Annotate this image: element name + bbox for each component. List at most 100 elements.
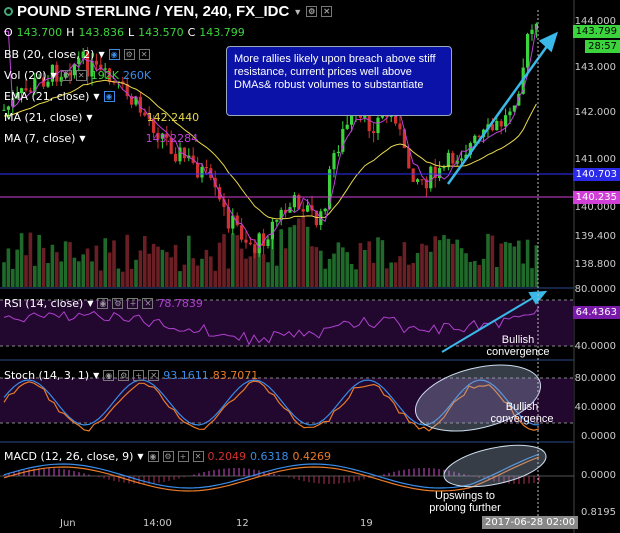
candle-body (508, 111, 512, 116)
chevron-down-icon[interactable]: ▼ (93, 92, 100, 101)
candle-body (235, 215, 239, 226)
candle-body (240, 225, 244, 240)
add-icon[interactable]: + (127, 298, 139, 309)
level-tag-2: 140.235 (572, 191, 620, 204)
bar-timer-tag: 28:57 (585, 40, 620, 53)
chevron-down-icon[interactable]: ▼ (50, 71, 57, 80)
volume-bar (200, 258, 204, 287)
candle-body (86, 51, 90, 77)
add-icon[interactable]: + (133, 370, 145, 381)
candle-body (275, 220, 279, 222)
candle-body (367, 113, 371, 132)
settings-icon[interactable]: ⚙ (162, 451, 174, 462)
candle-body (297, 195, 301, 210)
legend-ema[interactable]: EMA (21, close) ▼ ◉ (4, 90, 115, 103)
candle-body (464, 154, 468, 159)
chevron-down-icon[interactable]: ▼ (79, 134, 86, 143)
volume-bar (292, 225, 297, 287)
candle-body (288, 207, 292, 213)
close-icon[interactable]: ✕ (321, 6, 333, 17)
legend-ma21[interactable]: MA (21, close) ▼ 142.2440 (4, 111, 199, 124)
note-bullish-rsi: Bullish convergence (486, 334, 550, 358)
volume-bar (191, 258, 195, 287)
ohlc-open-key: O (4, 26, 13, 39)
settings-icon[interactable]: ⚙ (118, 370, 130, 381)
legend-ma7[interactable]: MA (7, close) ▼ 143.2284 (4, 132, 198, 145)
trend-arrow-price (446, 31, 559, 185)
candle-body (152, 119, 156, 133)
ma7-value: 143.2284 (145, 132, 199, 145)
volume-bar (222, 234, 226, 287)
eye-icon[interactable]: ◉ (103, 91, 115, 102)
volume-bar (468, 261, 473, 287)
chevron-down-icon[interactable]: ▼ (137, 452, 144, 461)
candle-body (37, 77, 41, 79)
legend-vol[interactable]: Vol (20) ▼ ⚙ ✕ 192K 260K (4, 69, 151, 82)
legend-stoch-label: Stoch (14, 3, 1) (4, 369, 90, 382)
ema-line (3, 79, 537, 220)
candle-body (345, 124, 349, 129)
close-icon[interactable]: ✕ (75, 70, 87, 81)
close-icon[interactable]: ✕ (148, 370, 160, 381)
price-tick-3: 141.000 (574, 154, 616, 165)
legend-stoch[interactable]: Stoch (14, 3, 1) ▼ ◉ ⚙ + ✕ 93.1611 83.70… (4, 369, 258, 382)
rsi-tick-0: 80.0000 (574, 284, 616, 295)
volume-bar (451, 243, 455, 287)
candle-body (156, 132, 160, 139)
chevron-down-icon[interactable]: ▼ (86, 113, 93, 122)
volume-bar (239, 248, 244, 287)
volume-bar (420, 243, 424, 287)
volume-bar (257, 235, 261, 287)
eye-icon[interactable]: ◉ (103, 370, 115, 381)
eye-icon[interactable]: ◉ (97, 298, 109, 309)
volume-bar (297, 218, 301, 287)
add-icon[interactable]: + (177, 451, 189, 462)
settings-icon[interactable]: ⚙ (306, 6, 318, 17)
chevron-down-icon[interactable]: ▼ (98, 50, 105, 59)
candle-body (477, 135, 481, 137)
settings-icon[interactable]: ⚙ (60, 70, 72, 81)
close-icon[interactable]: ✕ (138, 49, 150, 60)
legend-ma21-label: MA (21, close) (4, 111, 83, 124)
volume-bar (11, 268, 15, 287)
volume-bar (151, 243, 156, 287)
volume-bar (231, 233, 235, 287)
volume-bar (437, 240, 442, 287)
candle-body (301, 209, 305, 212)
close-icon[interactable]: ✕ (142, 298, 154, 309)
candle-body (90, 60, 94, 77)
chevron-down-icon[interactable]: ▼ (87, 299, 94, 308)
volume-bar (68, 242, 72, 287)
candle-body (143, 112, 147, 116)
legend-bb[interactable]: BB (20, close, 2) ▼ ◉ ⚙ ✕ (4, 48, 150, 61)
settings-icon[interactable]: ⚙ (112, 298, 124, 309)
ohlc-high: 143.836 (78, 26, 124, 39)
candle-body (108, 68, 112, 83)
macd-value-signal: 0.4269 (292, 450, 332, 463)
candle-body (160, 133, 164, 139)
chevron-down-icon[interactable]: ▼ (93, 371, 100, 380)
stoch-value-k: 93.1611 (163, 369, 209, 382)
volume-bar (367, 241, 371, 287)
volume-bar (310, 246, 314, 287)
settings-icon[interactable]: ⚙ (123, 49, 135, 60)
volume-bar (363, 250, 367, 287)
volume-bar (6, 248, 11, 287)
candle-body (218, 187, 222, 200)
legend-rsi[interactable]: RSI (14, close) ▼ ◉ ⚙ + ✕ 78.7839 (4, 297, 203, 310)
ma7-line (3, 26, 537, 250)
close-icon[interactable]: ✕ (192, 451, 204, 462)
chevron-down-icon[interactable]: ▼ (293, 6, 303, 17)
volume-bar (169, 257, 173, 287)
eye-icon[interactable]: ◉ (147, 451, 159, 462)
volume-bar (499, 243, 503, 287)
volume-bar (138, 250, 143, 287)
volume-bar (266, 262, 270, 287)
candle-body (446, 152, 450, 168)
candle-body (24, 88, 28, 91)
candle-body (424, 179, 428, 189)
ma21-value: 142.2440 (146, 111, 200, 124)
legend-macd[interactable]: MACD (12, 26, close, 9) ▼ ◉ ⚙ + ✕ 0.2049… (4, 450, 331, 463)
eye-icon[interactable]: ◉ (108, 49, 120, 60)
volume-bar (248, 256, 253, 287)
